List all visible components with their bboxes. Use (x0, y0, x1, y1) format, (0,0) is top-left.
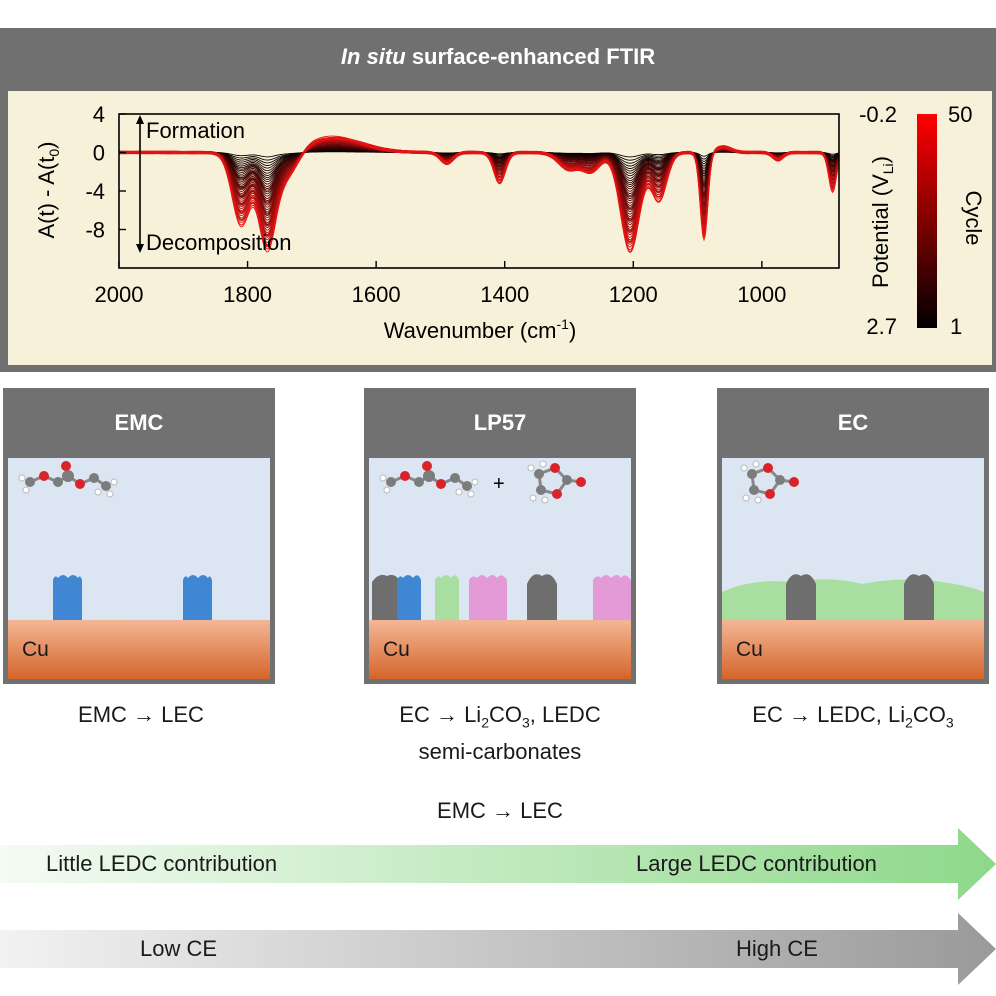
ftir-chart: 2000 1800 1600 1400 1200 1000 4 0 -4 -8 A(t) - A(… (34, 102, 986, 343)
semi-carbonate-deposit (469, 575, 507, 620)
cu-label: Cu (736, 638, 763, 661)
panel-scene: + Cu (369, 458, 631, 679)
scene-lp57: + (369, 460, 631, 679)
caption-sub: 3 (522, 714, 530, 731)
caption-text: EC → LEDC, Li (752, 702, 906, 727)
formation-label: Formation (146, 118, 245, 143)
plus-sign: + (493, 473, 505, 495)
panel-emc: EMC (3, 388, 275, 684)
scene-ec (722, 460, 984, 679)
y-axis-label: A(t) - A(t0) (34, 141, 62, 238)
little-ledc-label: Little LEDC contribution (46, 851, 278, 876)
cu-substrate (369, 620, 631, 679)
cu-substrate (722, 620, 984, 679)
caption-sub: 3 (945, 714, 954, 731)
panel-scene: Cu (8, 458, 270, 679)
chart-axes: 2000 1800 1600 1400 1200 1000 4 0 -4 -8 (85, 102, 786, 307)
y-tick-label: 0 (93, 141, 105, 166)
ec-molecule (740, 460, 799, 504)
title-rest: surface-enhanced FTIR (411, 44, 656, 69)
semi-carbonate-deposit (593, 575, 631, 620)
title-italic: In situ (340, 44, 406, 69)
li2co3-deposit (527, 574, 557, 620)
cu-label: Cu (22, 638, 49, 661)
panel-lp57: LP57 (364, 388, 636, 684)
x-tick-label: 1200 (609, 282, 658, 307)
y-tick-label: -4 (85, 179, 105, 204)
low-ce-label: Low CE (140, 936, 218, 961)
caption-lp57: EC → Li2CO3, LEDC semi-carbonates (340, 700, 660, 767)
li2co3-deposit (904, 574, 934, 620)
colorbar-cycle-bottom: 1 (950, 314, 962, 339)
spectra-series (118, 135, 840, 253)
ledc-layer (722, 579, 984, 620)
lec-deposit (183, 575, 212, 620)
emc-molecule (379, 461, 479, 498)
caption-text: semi-carbonates (418, 739, 582, 765)
colorbar (917, 114, 937, 328)
panel-scene: Cu (722, 458, 984, 679)
arrow-up-head (136, 115, 144, 124)
scene-emc (8, 461, 270, 679)
colorbar-potential-top: -0.2 (859, 102, 897, 127)
ledc-deposit (435, 575, 459, 620)
spectrum-cycle-50 (119, 135, 840, 253)
panel-title: EC (837, 410, 869, 435)
spectrum-cycle-49 (118, 137, 840, 253)
colorbar-cycle-top: 50 (948, 102, 972, 127)
caption-text: EC → Li (399, 702, 482, 727)
ec-molecule (527, 460, 586, 504)
y-tick-label: -8 (85, 218, 105, 243)
middle-text: EMC → LEC (437, 798, 563, 823)
colorbar-cycle-label: Cycle (961, 190, 986, 245)
colorbar-potential-bottom: 2.7 (866, 314, 897, 339)
caption-text: CO (489, 702, 522, 727)
colorbar-potential-label: Potential (VLi) (868, 156, 896, 288)
emc-molecule (18, 461, 118, 498)
large-ledc-label: Large LEDC contribution (636, 851, 877, 876)
li2co3-deposit (372, 574, 401, 620)
caption-sub: 2 (481, 714, 489, 731)
lec-deposit (397, 575, 421, 620)
x-tick-label: 1000 (737, 282, 786, 307)
x-tick-label: 1600 (352, 282, 401, 307)
panel-ec: EC Cu (717, 388, 989, 684)
x-axis-label: Wavenumber (cm-1) (384, 316, 577, 343)
caption-text: CO (912, 702, 946, 727)
cu-substrate (8, 620, 270, 679)
x-tick-label: 1400 (480, 282, 529, 307)
panel-title: LP57 (473, 410, 527, 435)
y-tick-label: 4 (93, 102, 105, 127)
caption-sub: 2 (905, 714, 913, 731)
decomposition-label: Decomposition (146, 230, 292, 255)
lec-deposit (53, 575, 82, 620)
plot-background (8, 91, 992, 365)
x-tick-label: 2000 (95, 282, 144, 307)
x-tick-label: 1800 (223, 282, 272, 307)
cu-label: Cu (383, 638, 410, 661)
panel-title: EMC (114, 410, 164, 435)
arrow-down-head (136, 244, 144, 253)
caption-ec: EC → LEDC, Li2CO3 (710, 700, 996, 737)
caption-text: , LEDC (529, 702, 601, 727)
li2co3-deposit (786, 574, 816, 620)
ftir-title: In situ surface-enhanced FTIR (0, 44, 996, 70)
high-ce-label: High CE (736, 936, 818, 961)
caption-emc: EMC → LEC (78, 702, 204, 727)
